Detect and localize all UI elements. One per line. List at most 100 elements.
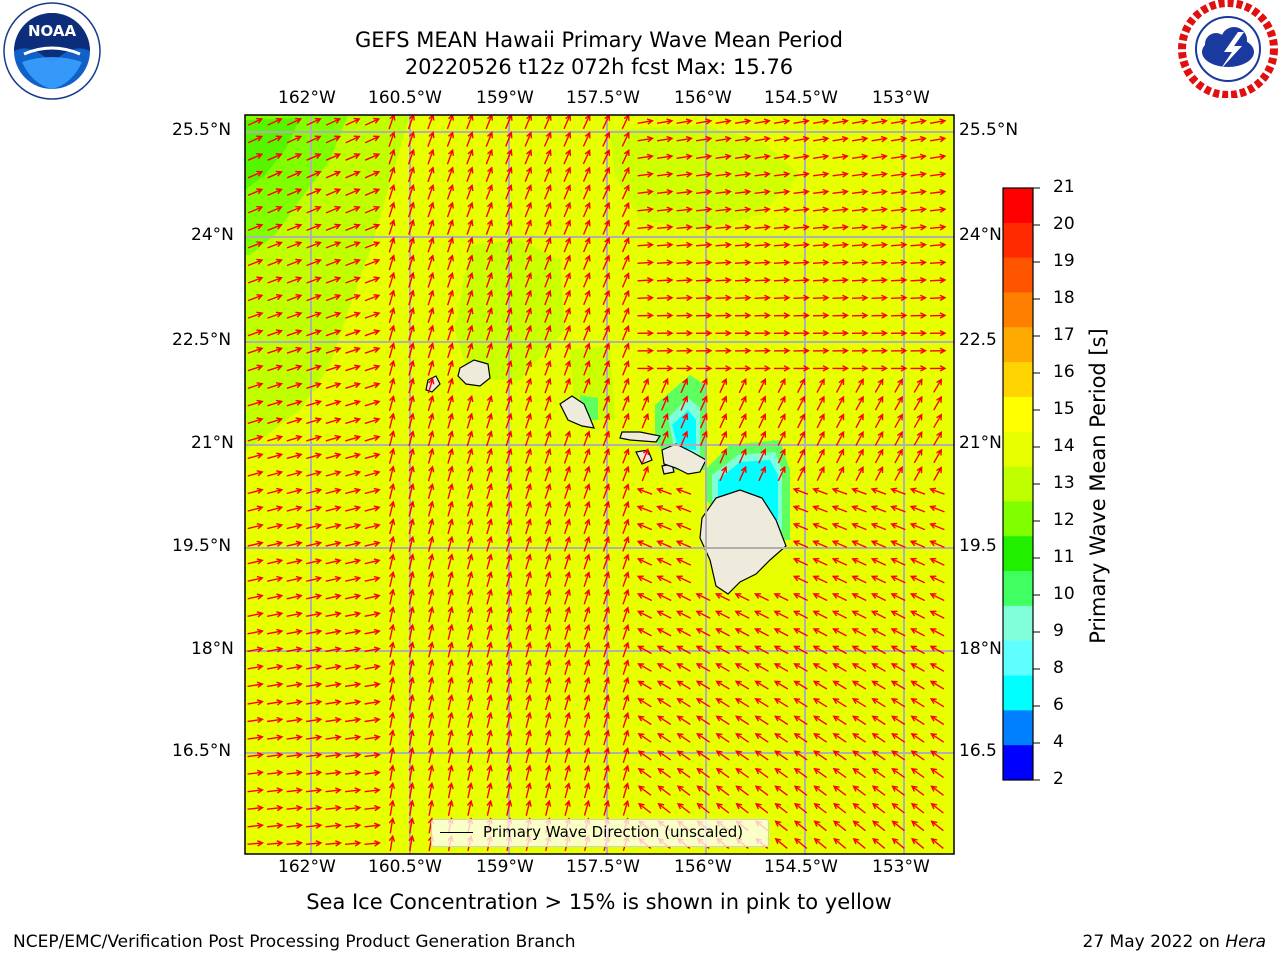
wave-arrow [774, 750, 789, 761]
wave-arrow [306, 276, 322, 284]
graticule [245, 115, 954, 854]
wave-arrow [891, 837, 905, 849]
wave-arrow [812, 294, 830, 302]
wave-arrow [636, 522, 653, 531]
wave-arrow [909, 540, 926, 549]
wave-arrow [622, 623, 630, 640]
wave-arrow [870, 593, 887, 602]
wave-arrow [345, 505, 362, 512]
wave-arrow [871, 135, 888, 143]
wave-arrow [306, 135, 322, 144]
wave-arrow [466, 166, 474, 183]
wave-arrow [344, 681, 362, 688]
wave-arrow [446, 271, 454, 288]
wave-arrow [544, 219, 552, 235]
wave-arrow [603, 746, 610, 763]
wave-arrow [754, 645, 769, 655]
wave-arrow [486, 641, 493, 658]
wave-arrow [505, 148, 513, 165]
colorbar-tick-label: 11 [1053, 547, 1075, 567]
wave-arrow [636, 610, 653, 619]
wave-arrow [544, 377, 552, 394]
colorbar-tick-label: 18 [1053, 288, 1075, 308]
wave-arrow [621, 201, 630, 218]
wave-arrow [286, 329, 303, 337]
wave-arrow [909, 487, 926, 495]
wave-arrow [792, 540, 809, 549]
wave-arrow [427, 236, 435, 253]
wave-arrow [364, 787, 381, 794]
wave-arrow [267, 170, 283, 179]
wave-arrow [773, 593, 789, 602]
wave-arrow [796, 395, 806, 411]
wave-arrow [622, 500, 630, 517]
wave-arrow [428, 570, 435, 588]
right-lat-label: 21°N [959, 433, 1002, 453]
wave-arrow [544, 236, 552, 253]
wave-arrow [486, 465, 493, 482]
wave-arrow [505, 553, 513, 570]
wave-arrow [909, 557, 926, 566]
wave-arrow [306, 593, 323, 600]
wave-arrow [793, 802, 808, 814]
wave-arrow [364, 558, 381, 565]
wave-arrow [447, 500, 454, 517]
wave-arrow [909, 522, 926, 531]
wave-arrow [622, 465, 630, 482]
wave-arrow [933, 395, 943, 411]
wave-arrow [466, 201, 474, 218]
wave-arrow [910, 750, 925, 761]
wave-arrow [656, 593, 672, 602]
wave-arrow [408, 219, 415, 235]
wave-arrow [286, 575, 303, 583]
wave-arrow [583, 289, 591, 306]
wave-arrow [583, 571, 591, 587]
wave-arrow [676, 135, 693, 143]
wave-arrow [622, 676, 630, 693]
wave-arrow [325, 135, 342, 144]
wave-arrow [695, 277, 713, 284]
wave-arrow [524, 412, 532, 429]
wave-arrow [734, 277, 752, 284]
wave-arrow [812, 118, 830, 125]
wave-arrow [793, 750, 808, 761]
wave-arrow [525, 658, 532, 675]
wave-arrow [583, 535, 591, 552]
wave-arrow [364, 434, 381, 442]
wave-arrow [734, 259, 752, 266]
period-12-shadow [655, 375, 705, 470]
wave-arrow [389, 500, 396, 517]
wave-arrow [910, 802, 925, 814]
wave-arrow [851, 487, 867, 495]
wave-arrow [852, 767, 867, 779]
wave-arrow [929, 118, 947, 125]
wave-arrow [675, 487, 692, 495]
wave-arrow [345, 346, 362, 354]
wave-arrow [929, 505, 945, 513]
wave-arrow [408, 236, 415, 253]
wave-arrow [851, 241, 869, 249]
wave-arrow [466, 764, 474, 781]
wave-arrow [696, 750, 711, 761]
wave-arrow [715, 645, 730, 655]
wave-arrow [247, 540, 264, 547]
wave-arrow [485, 324, 493, 341]
wave-arrow [427, 377, 435, 394]
wave-arrow [306, 241, 322, 249]
wave-arrow [695, 628, 711, 637]
wave-arrow [408, 394, 415, 411]
wave-arrow [286, 593, 303, 600]
wave-arrow [929, 487, 945, 495]
wave-arrow [774, 785, 788, 796]
wave-arrow [894, 430, 903, 446]
wave-arrow [247, 840, 265, 847]
wave-arrow [929, 593, 945, 602]
bottom-lon-label: 159°W [476, 857, 534, 877]
wave-arrow [773, 697, 789, 708]
wave-arrow [364, 346, 381, 354]
wave-arrow [773, 153, 791, 160]
wave-arrow [408, 271, 415, 288]
wave-arrow [754, 767, 769, 779]
top-lon-label: 162°W [278, 88, 336, 108]
wave-arrow [929, 329, 947, 337]
